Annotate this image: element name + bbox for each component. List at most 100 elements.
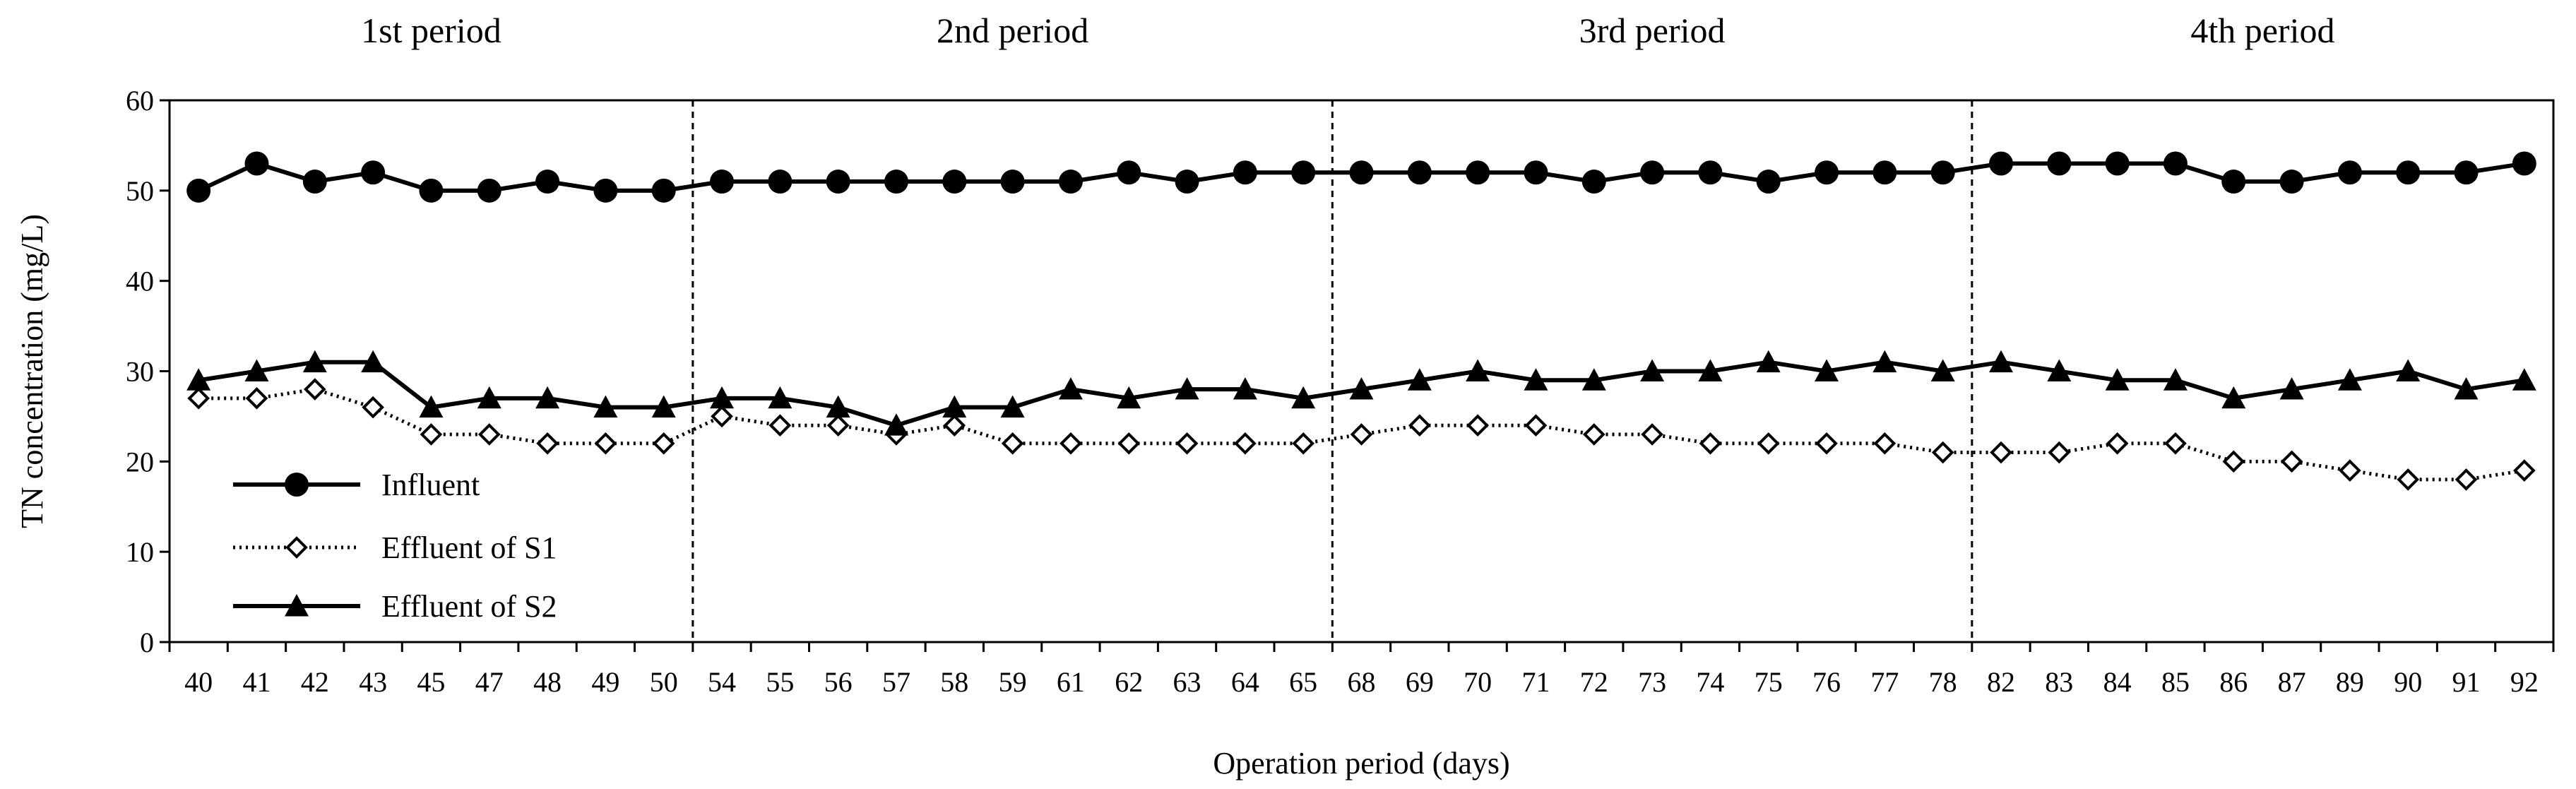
data-point [244,359,269,381]
data-point [1407,368,1432,391]
data-point [1699,432,1722,455]
data-point [245,387,268,410]
x-tick-label: 64 [1231,666,1259,698]
legend-swatch-marker [285,473,309,497]
data-point [361,160,386,185]
series-layer [186,151,2536,491]
x-tick-label: 65 [1289,666,1317,698]
x-tick-label: 48 [533,666,562,698]
data-point [651,178,676,203]
data-point [1990,441,2012,464]
data-point [943,414,966,437]
data-point [826,395,850,418]
data-point [1698,160,1723,185]
y-tick-label: 50 [126,175,154,207]
data-point [1060,432,1082,455]
data-point [884,413,908,436]
data-point [2280,450,2303,473]
data-point [593,395,618,418]
data-point [2164,432,2187,455]
data-point [2339,459,2361,482]
x-tick-label: 75 [1755,666,1783,698]
period-label: 3rd period [1579,11,1726,50]
data-point [1815,160,1839,185]
x-tick-label: 49 [591,666,619,698]
data-point [186,178,211,203]
data-point [768,414,792,437]
data-point [536,432,559,455]
data-point [302,350,327,373]
data-point [1292,432,1315,455]
data-point [2337,160,2362,185]
data-point [1582,423,1605,446]
data-point [593,178,618,203]
x-tick-label: 85 [2161,666,2190,698]
data-point [1233,160,1257,185]
data-point [420,423,443,446]
data-point [2279,377,2304,400]
data-point [826,414,850,437]
data-point [1117,160,1141,185]
x-tick-label: 74 [1696,666,1724,698]
x-tick-label: 41 [242,666,271,698]
x-tick-label: 71 [1521,666,1550,698]
data-point [477,423,501,446]
data-point [1756,350,1781,373]
x-tick-label: 57 [882,666,910,698]
x-tick-label: 83 [2045,666,2073,698]
data-point [2512,368,2536,391]
series-effluent-of-s2 [186,350,2536,436]
data-point [2106,432,2129,455]
data-point [1466,414,1489,437]
x-tick-label: 84 [2103,666,2132,698]
x-tick-label: 68 [1348,666,1376,698]
data-point [1815,432,1838,455]
data-point [2105,151,2130,176]
y-tick-label: 10 [126,536,154,568]
data-point [1581,368,1606,391]
data-point [826,170,850,194]
data-point [2163,151,2188,176]
data-point [2454,160,2479,185]
data-point [2396,160,2421,185]
data-point [1058,170,1083,194]
x-tick-label: 54 [708,666,736,698]
x-tick-label: 89 [2336,666,2364,698]
x-tick-label: 76 [1812,666,1841,698]
x-tick-label: 61 [1057,666,1085,698]
data-point [1234,432,1257,455]
period-label: 2nd period [937,11,1088,50]
data-point [187,387,210,410]
x-tick-label: 63 [1173,666,1201,698]
data-point [419,178,444,203]
data-point [477,386,501,409]
x-tick-label: 56 [824,666,853,698]
data-point [1291,386,1316,409]
x-tick-label: 91 [2452,666,2481,698]
data-point [1175,170,1199,194]
data-point [1000,395,1025,418]
y-tick-label: 0 [140,627,154,658]
data-point [1640,160,1665,185]
y-tick-label: 30 [126,356,154,388]
legend: Influent Effluent of S1 Effluent of S2 [233,468,557,624]
data-point [2221,170,2246,194]
data-point [361,350,386,373]
period-label: 4th period [2190,11,2334,50]
x-tick-label: 87 [2278,666,2306,698]
data-point [1988,151,2013,176]
data-point [2337,368,2362,391]
x-tick-label: 42 [301,666,329,698]
data-point [419,395,444,418]
data-point [1988,350,2013,373]
y-axis-title: TN concentration (mg/L) [15,214,49,528]
data-point [594,432,617,455]
data-point [244,151,269,176]
data-point [1873,432,1897,455]
x-tick-label: 82 [1987,666,2015,698]
data-point [1350,423,1373,446]
data-point [2454,377,2479,400]
data-point [1581,170,1606,194]
y-axis: 0 10 20 30 40 50 60 [126,85,2555,658]
